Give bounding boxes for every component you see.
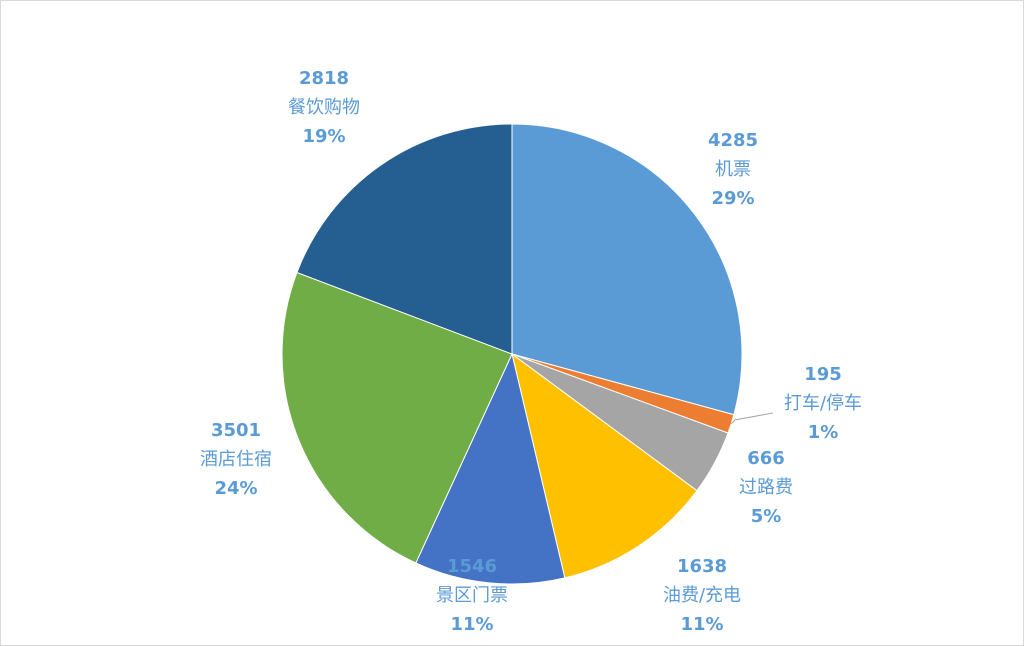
- data-label-value: 666: [747, 448, 785, 469]
- pie-slice: [281, 271, 513, 564]
- data-label-value: 1638: [677, 556, 727, 577]
- pie-slices: [281, 123, 743, 585]
- data-labels: 4285 机票 29%195 打车/停车 1%666 过路费 5%1638 油费/充电 11%1…: [200, 68, 862, 635]
- data-label-value: 2818: [299, 68, 349, 89]
- data-label-percent: 1%: [808, 422, 839, 443]
- data-label-percent: 11%: [680, 614, 723, 635]
- data-label-value: 4285: [708, 130, 758, 151]
- data-label-percent: 11%: [450, 614, 493, 635]
- data-label: 666 过路费 5%: [739, 448, 793, 527]
- data-label-percent: 19%: [302, 126, 345, 147]
- pie-slice: [511, 352, 698, 579]
- data-label-category: 餐饮购物: [288, 97, 360, 118]
- data-label: 1638 油费/充电 11%: [663, 556, 741, 635]
- leader-lines: [730, 412, 774, 425]
- pie-slice: [296, 123, 513, 355]
- data-label-category: 油费/充电: [663, 585, 741, 606]
- data-label-category: 机票: [715, 159, 751, 180]
- data-label-percent: 5%: [751, 506, 782, 527]
- pie-slice: [511, 123, 743, 416]
- data-label-category: 景区门票: [436, 585, 508, 606]
- data-label-category: 过路费: [739, 477, 793, 498]
- data-label-percent: 29%: [711, 188, 754, 209]
- data-label-percent: 24%: [214, 478, 257, 499]
- data-label: 3501 酒店住宿 24%: [200, 420, 272, 499]
- pie-slice: [415, 352, 566, 585]
- leader-line: [730, 412, 774, 425]
- data-label: 2818 餐饮购物 19%: [288, 68, 360, 147]
- data-label: 4285 机票 29%: [708, 130, 758, 209]
- data-label-category: 打车/停车: [784, 393, 862, 414]
- data-label-category: 酒店住宿: [200, 449, 272, 470]
- data-label: 195 打车/停车 1%: [784, 364, 862, 443]
- data-label-value: 1546: [447, 556, 497, 577]
- data-label-value: 195: [804, 364, 842, 385]
- data-label: 1546 景区门票 11%: [436, 556, 508, 635]
- data-label-value: 3501: [211, 420, 261, 441]
